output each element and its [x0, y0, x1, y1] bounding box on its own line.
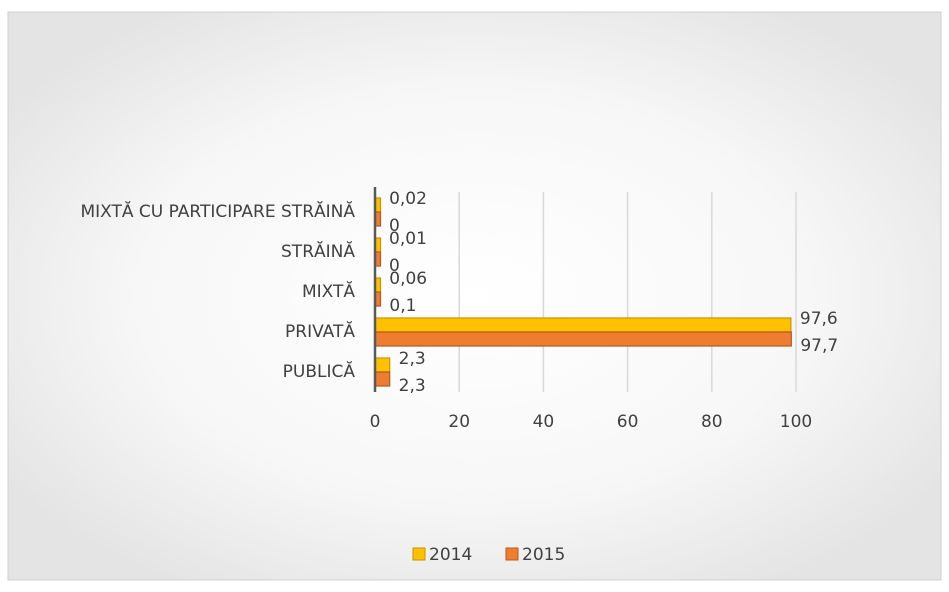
data-label: 97,6 — [800, 309, 838, 329]
x-tick-label: 20 — [448, 412, 470, 432]
data-label: 0 — [389, 256, 400, 276]
x-tick-label: 80 — [701, 412, 723, 432]
legend-label: 2015 — [522, 545, 565, 565]
x-tick-label: 60 — [617, 412, 639, 432]
chart-area — [7, 11, 942, 581]
x-tick-label: 0 — [370, 412, 381, 432]
bar — [374, 331, 792, 347]
data-label: 0 — [389, 216, 400, 236]
legend-swatch — [505, 547, 519, 561]
x-tick-label: 40 — [533, 412, 555, 432]
data-label: 0,01 — [389, 229, 427, 249]
y-tick-label: MIXTĂ CU PARTICIPARE STRĂINĂ — [80, 200, 355, 222]
data-label: 0,1 — [389, 296, 416, 316]
bar — [374, 317, 792, 333]
data-label: 97,7 — [800, 336, 838, 356]
data-label: 2,3 — [399, 349, 426, 369]
bar — [374, 371, 391, 387]
data-label: 2,3 — [399, 376, 426, 396]
y-tick-label: STRĂINĂ — [281, 240, 355, 262]
legend-label: 2014 — [429, 545, 472, 565]
data-label: 0,02 — [389, 189, 427, 209]
bar — [374, 357, 391, 373]
x-tick-label: 100 — [780, 412, 812, 432]
data-label: 0,06 — [389, 269, 427, 289]
y-tick-label: MIXTĂ — [302, 280, 355, 302]
legend-swatch — [412, 547, 426, 561]
y-tick-label: PRIVATĂ — [285, 320, 355, 342]
y-tick-label: PUBLICĂ — [283, 360, 356, 382]
